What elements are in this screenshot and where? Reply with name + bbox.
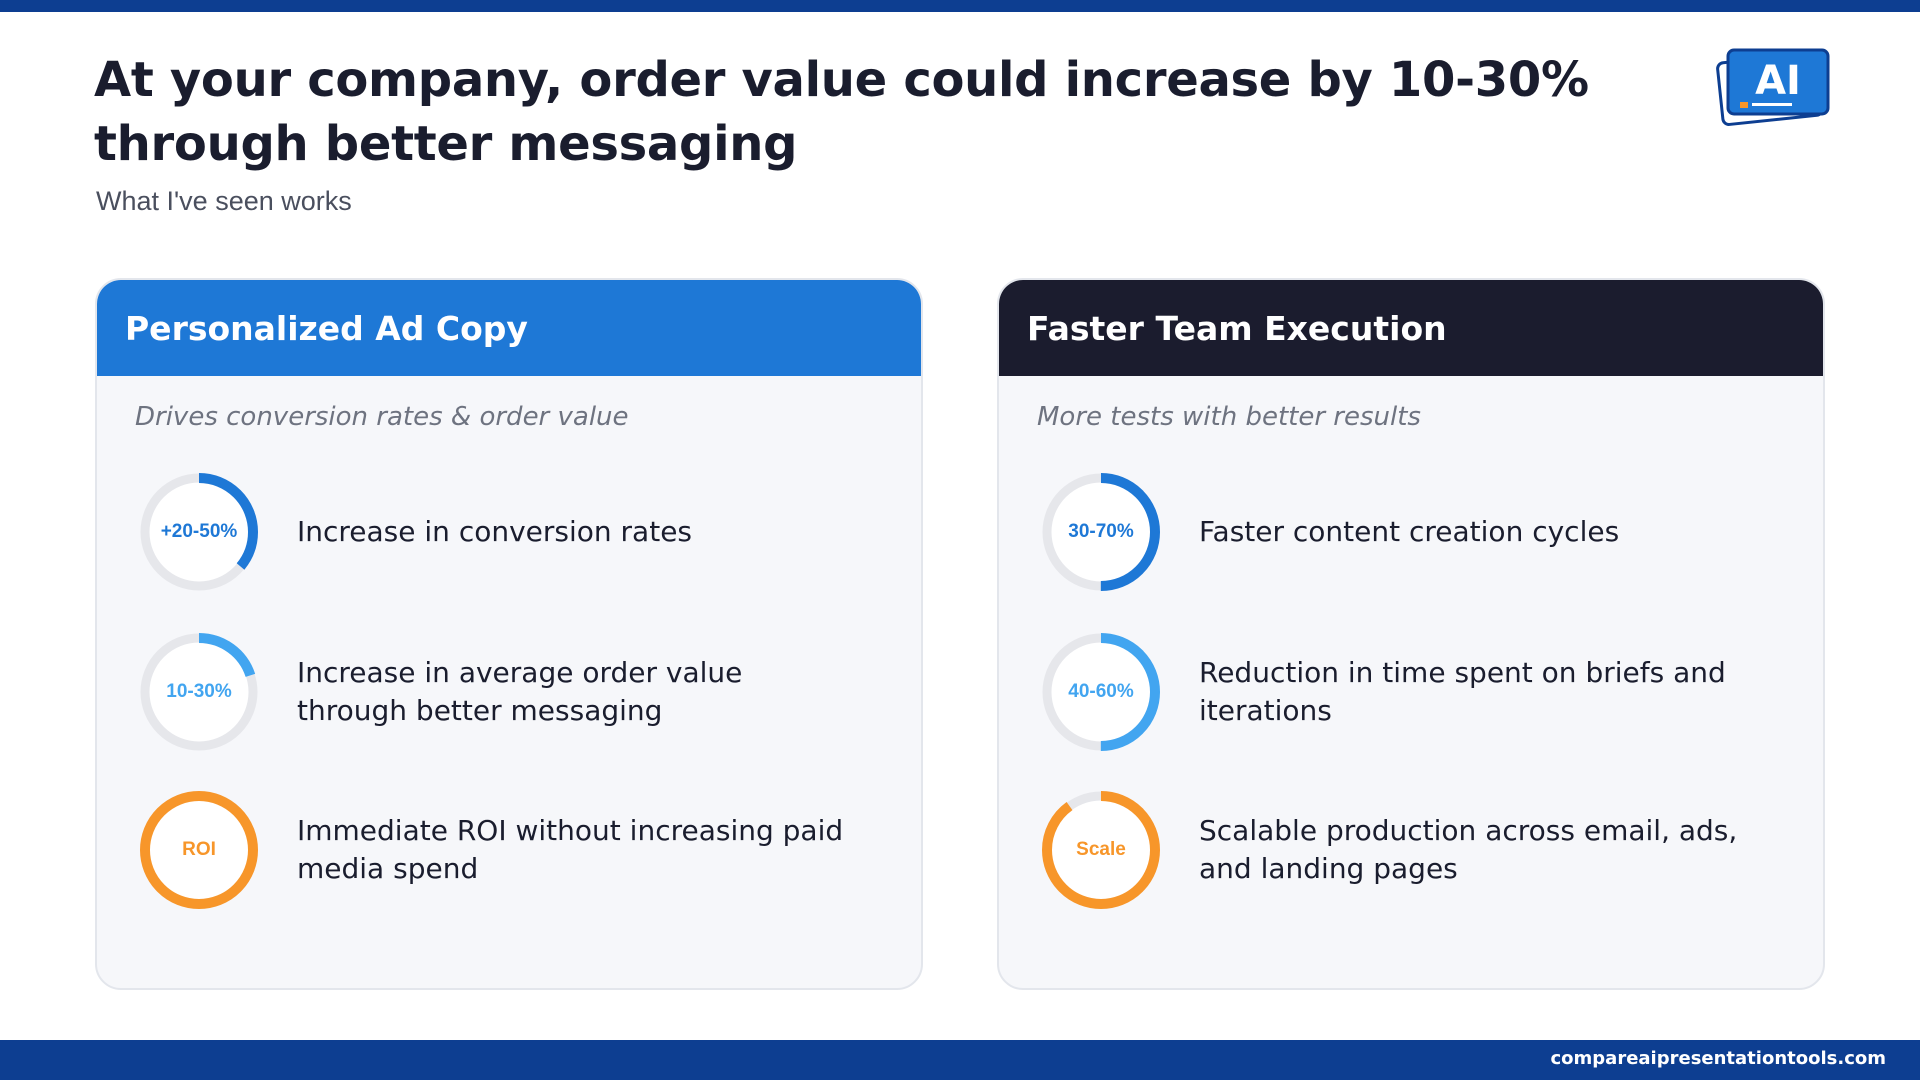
ring-value-label: Scale xyxy=(1076,839,1126,860)
page-title: At your company, order value could incre… xyxy=(94,52,1589,172)
metric-description: Scalable production across email, ads, a… xyxy=(1199,814,1738,885)
card-header: Personalized Ad Copy xyxy=(97,280,921,376)
card-header: Faster Team Execution xyxy=(999,280,1823,376)
ai-logo-icon: AI xyxy=(1714,44,1832,128)
progress-ring: 10-30% xyxy=(137,630,261,754)
metric-item: 10-30% Increase in average order value t… xyxy=(137,630,897,754)
metric-description: Reduction in time spent on briefs and it… xyxy=(1199,656,1726,727)
metric-item: +20-50% Increase in conversion rates xyxy=(137,470,897,594)
progress-ring: 30-70% xyxy=(1039,470,1163,594)
metric-description: Increase in conversion rates xyxy=(297,515,693,548)
logo-text: AI xyxy=(1755,58,1801,104)
metric-item: 30-70% Faster content creation cycles xyxy=(1039,470,1799,594)
progress-ring: ROI xyxy=(137,788,261,912)
ring-value-label: 40-60% xyxy=(1068,681,1134,702)
progress-ring: 40-60% xyxy=(1039,630,1163,754)
card-tagline: More tests with better results xyxy=(1037,402,1421,432)
ring-value-label: 30-70% xyxy=(1068,521,1134,542)
metric-item: Scale Scalable production across email, … xyxy=(1039,788,1799,912)
ring-value-label: ROI xyxy=(182,839,216,860)
ring-value-label: +20-50% xyxy=(160,521,238,542)
metric-description: Increase in average order value through … xyxy=(297,656,743,727)
ring-value-label: 10-30% xyxy=(166,681,232,702)
footer-url: compareaipresentationtools.com xyxy=(1550,1048,1887,1069)
top-accent-bar xyxy=(0,0,1920,12)
metric-item: ROI Immediate ROI without increasing pai… xyxy=(137,788,897,912)
card-personalized-ad-copy: Personalized Ad Copy Drives conversion r… xyxy=(95,278,923,990)
card-tagline: Drives conversion rates & order value xyxy=(135,402,629,432)
bottom-accent-bar xyxy=(0,1040,1920,1080)
page-subtitle: What I've seen works xyxy=(96,186,352,216)
progress-ring: +20-50% xyxy=(137,470,261,594)
card-faster-team-execution: Faster Team Execution More tests with be… xyxy=(997,278,1825,990)
metric-description: Faster content creation cycles xyxy=(1199,515,1620,548)
metric-item: 40-60% Reduction in time spent on briefs… xyxy=(1039,630,1799,754)
metric-description: Immediate ROI without increasing paid me… xyxy=(297,814,844,885)
progress-ring: Scale xyxy=(1039,788,1163,912)
